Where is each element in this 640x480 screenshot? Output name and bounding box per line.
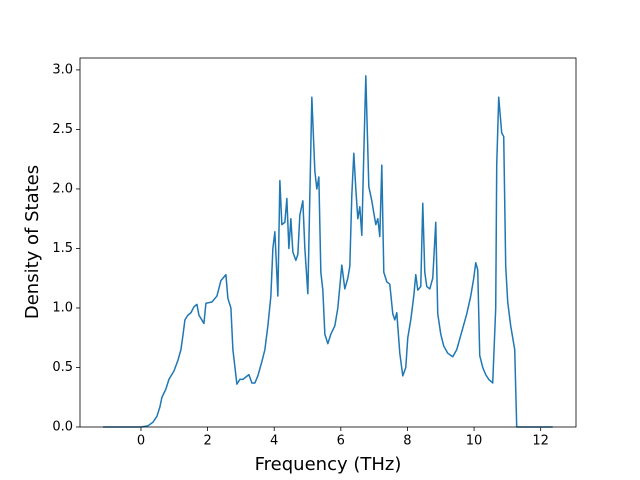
- x-tick-label: 10: [466, 434, 483, 449]
- y-tick-label: 2.5: [52, 122, 73, 137]
- y-tick-label: 1.5: [52, 241, 73, 256]
- y-axis-label: Density of States: [22, 165, 43, 319]
- dos-line: [102, 75, 553, 428]
- x-tick-label: 0: [137, 434, 145, 449]
- x-tick-label: 12: [532, 434, 549, 449]
- x-tick-label: 6: [337, 434, 345, 449]
- x-tick-label: 2: [203, 434, 211, 449]
- x-tick-label: 4: [270, 434, 278, 449]
- axes-frame: [79, 57, 577, 428]
- x-axis-label: Frequency (THz): [255, 454, 402, 475]
- y-tick-label: 3.0: [52, 62, 73, 77]
- y-tick-label: 0.5: [52, 360, 73, 375]
- x-tick-label: 8: [403, 434, 411, 449]
- y-tick-label: 2.0: [52, 181, 73, 196]
- y-tick-label: 1.0: [52, 300, 73, 315]
- y-tick-label: 0.0: [52, 420, 73, 435]
